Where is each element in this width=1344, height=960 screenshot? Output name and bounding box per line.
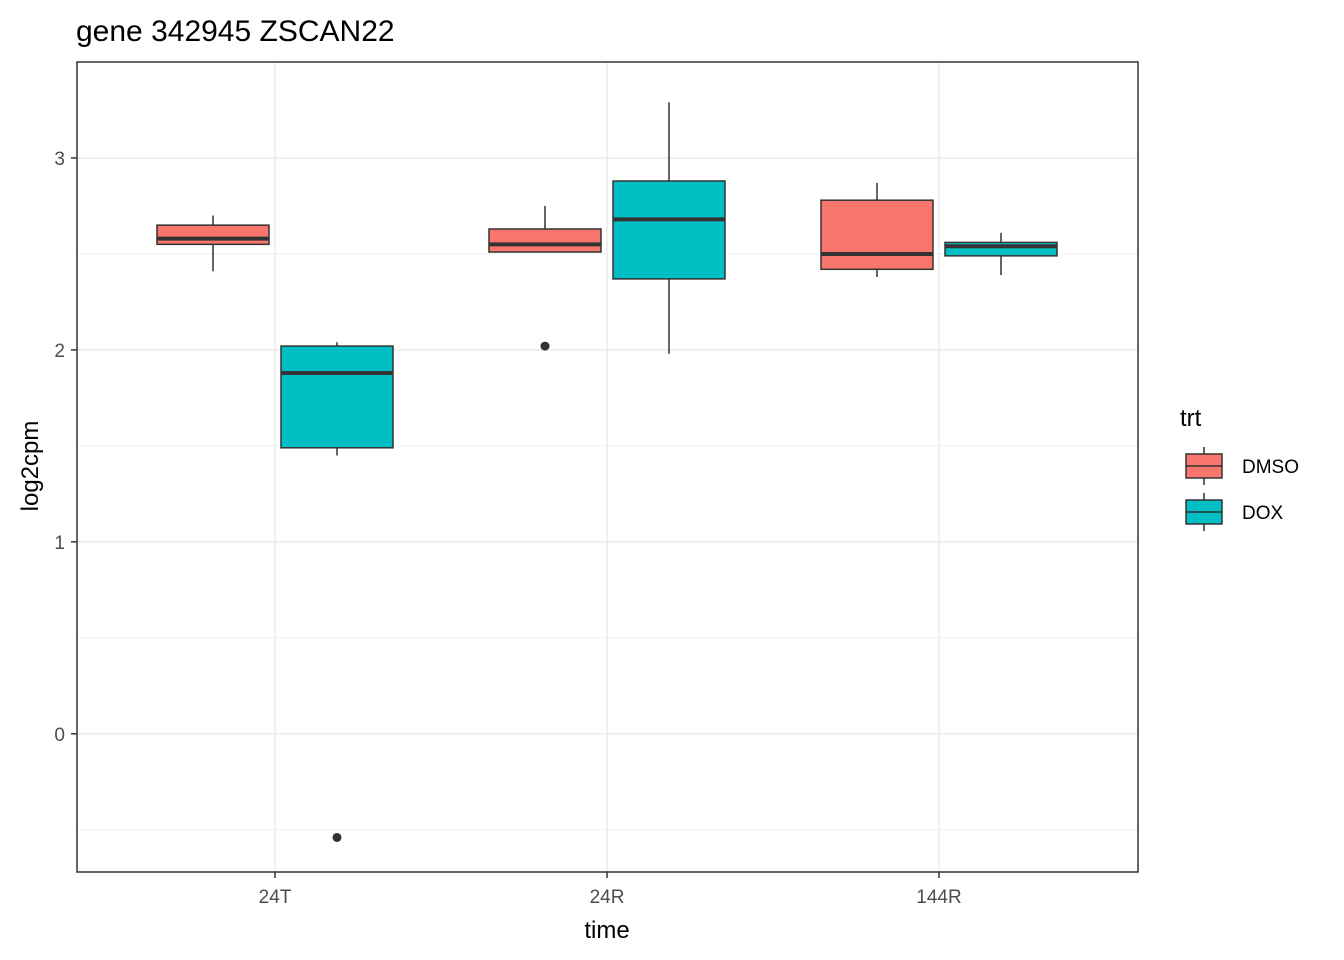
x-axis-title: time — [584, 917, 629, 944]
y-axis-title: log2cpm — [17, 421, 44, 512]
box-dmso-144R — [820, 199, 934, 271]
box-dmso-24T — [156, 224, 270, 246]
x-tick-label: 24T — [259, 887, 292, 908]
plot-area: 0 1 2 3 24T 24R 144R — [54, 61, 1139, 908]
chart-title: gene 342945 ZSCAN22 — [76, 15, 395, 48]
y-tick-label: 1 — [54, 533, 65, 554]
box-dox-24T — [280, 345, 394, 449]
y-tick-label: 2 — [54, 341, 65, 362]
outlier-point-dmso-24R — [540, 341, 550, 351]
box-dmso-24R — [488, 228, 602, 253]
x-tick-label: 24R — [590, 887, 625, 908]
legend-label-dox: DOX — [1242, 503, 1284, 524]
y-tick-label: 0 — [54, 725, 65, 746]
legend-title: trt — [1180, 405, 1202, 432]
x-tick-label: 144R — [916, 887, 961, 908]
legend-label-dmso: DMSO — [1242, 457, 1299, 478]
box-dox-24R — [612, 180, 726, 280]
outlier-point-dox-24T — [332, 832, 342, 842]
legend: trt DMSO DOX — [1180, 405, 1299, 531]
y-tick-label: 3 — [54, 149, 65, 170]
